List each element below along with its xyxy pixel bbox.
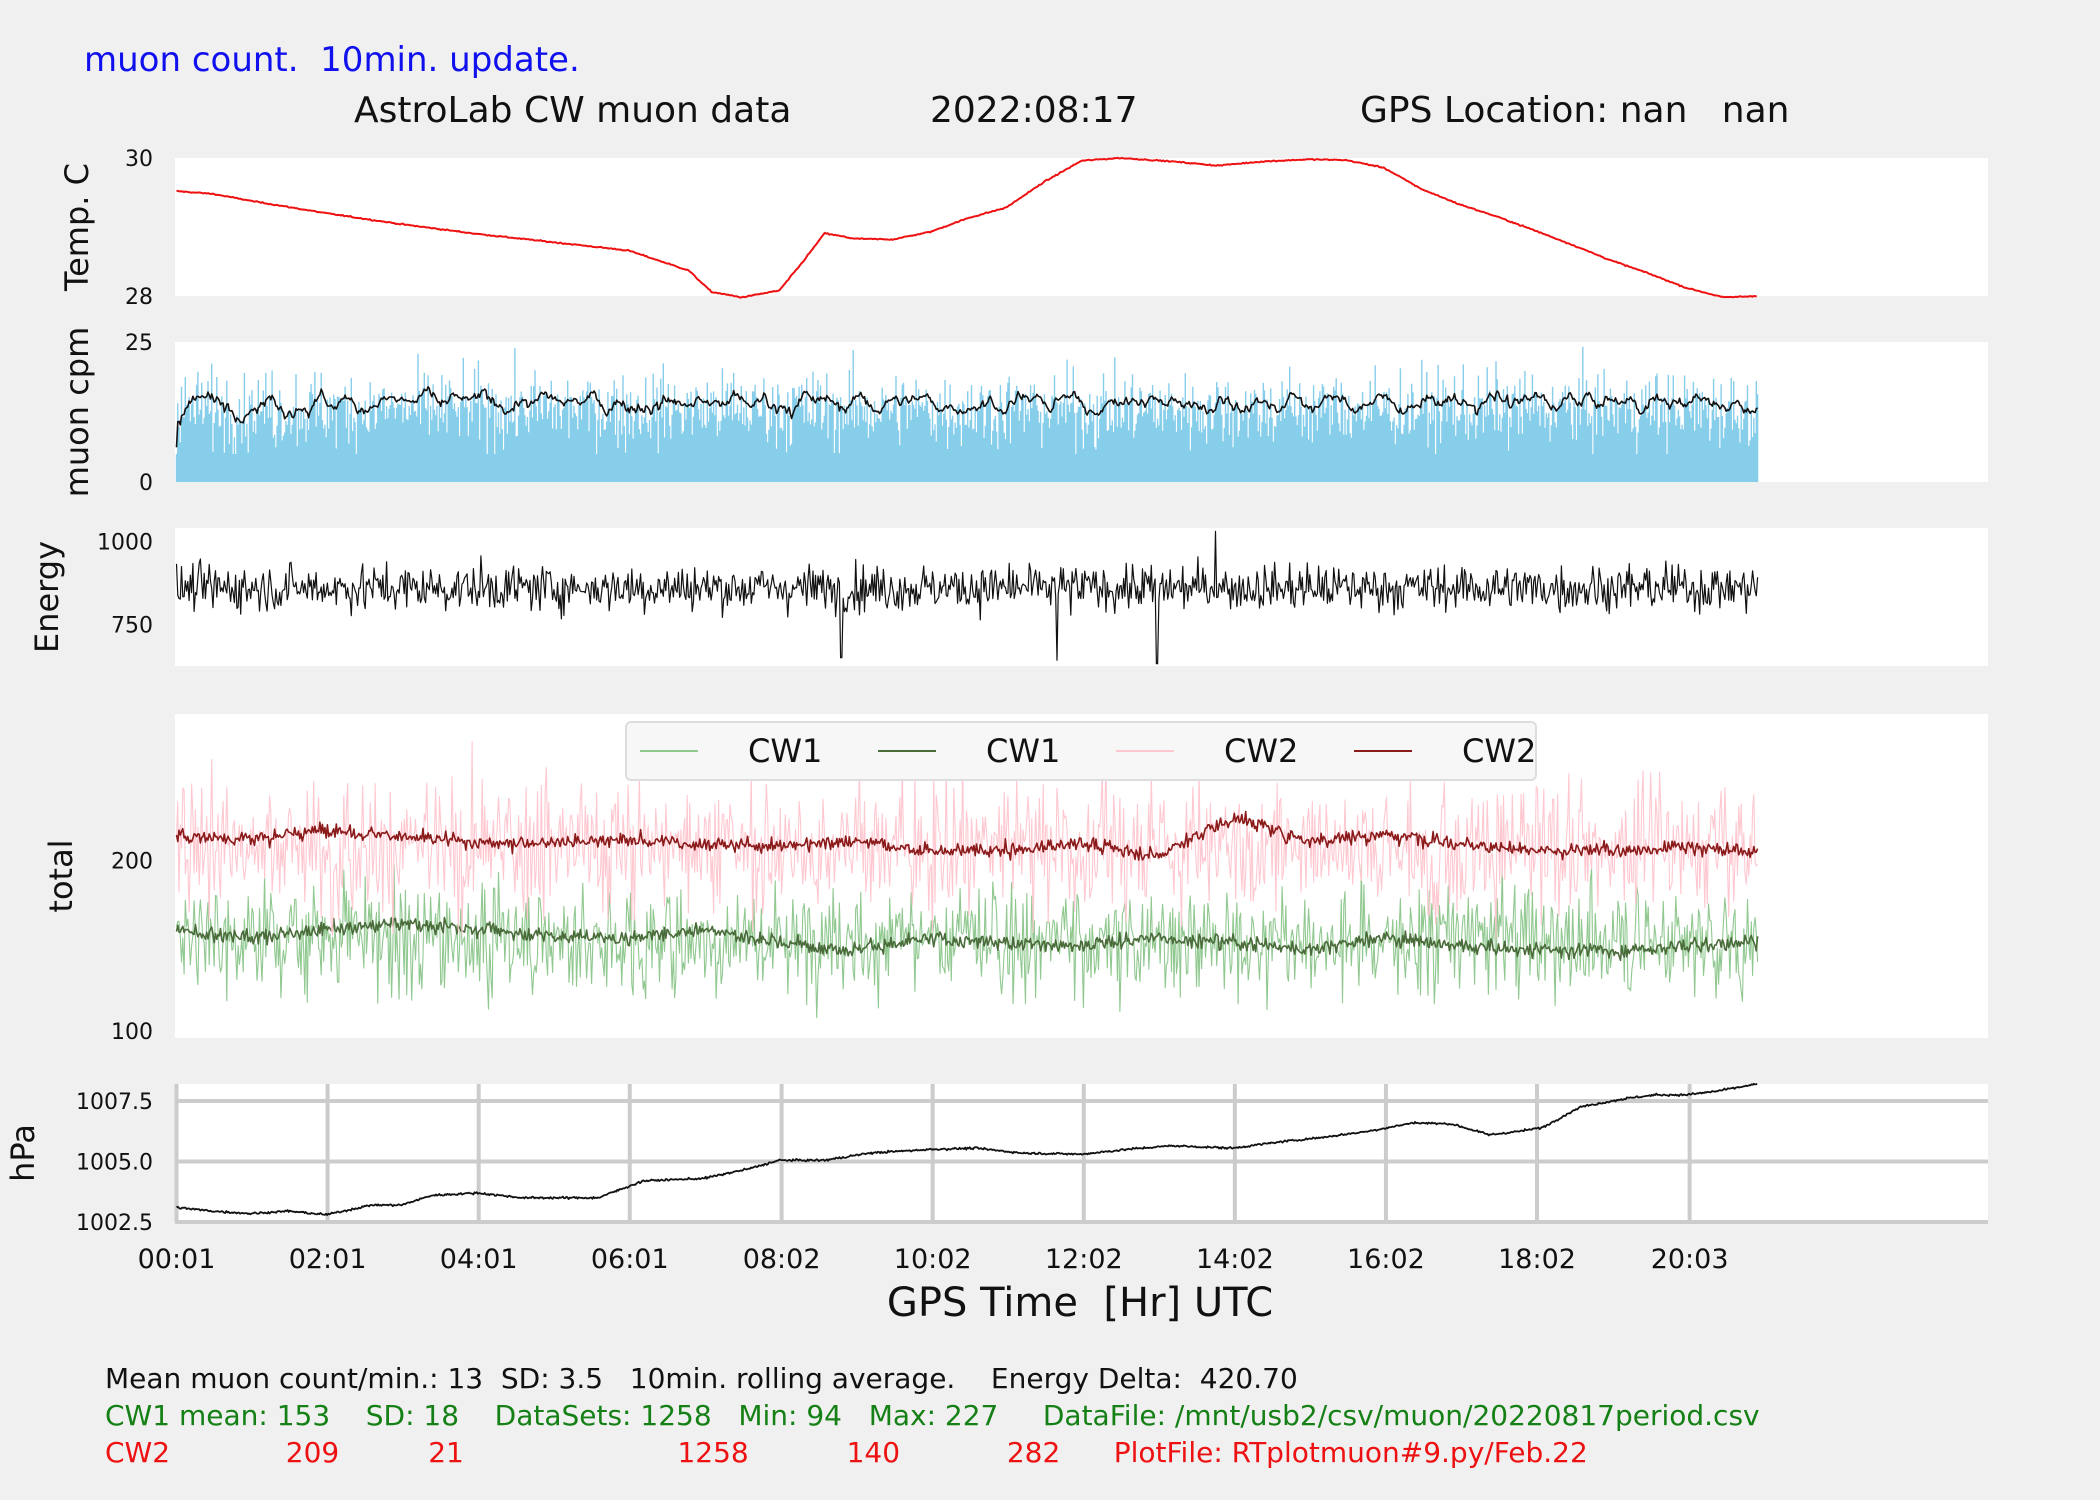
x-tick-label: 08:02 — [743, 1244, 821, 1275]
series-cw1-raw-line — [175, 863, 1759, 1019]
x-tick-label: 02:01 — [289, 1244, 367, 1275]
y-tick-label: 1005.0 — [76, 1150, 153, 1175]
y-tick-label: 1002.5 — [76, 1211, 153, 1236]
chart-date: 2022:08:17 — [930, 90, 1138, 131]
y-tick-label: 0 — [139, 471, 153, 496]
series-cw1-average-line — [175, 916, 1759, 962]
tick-labels: Temp. C 30 28 muon cpm 25 0 Energy 1000 750 total… — [4, 147, 1729, 1275]
y-axis-label-pressure: hPa — [4, 1124, 42, 1182]
y-axis-label-total: total — [42, 839, 80, 912]
pressure-line — [176, 1082, 1758, 1216]
chart-title: AstroLab CW muon data — [354, 90, 792, 131]
gridlines — [174, 1084, 1988, 1224]
legend-label: CW1 — [986, 732, 1060, 770]
x-tick-label: 04:01 — [440, 1244, 518, 1275]
muon-bars — [175, 346, 1759, 482]
x-tick-label: 16:02 — [1347, 1244, 1425, 1275]
panel-bg-pressure — [175, 1084, 1988, 1222]
y-axis-label-temperature: Temp. C — [58, 163, 96, 292]
legend-label: CW2 — [1462, 732, 1536, 770]
legend-label: CW2 — [1224, 732, 1298, 770]
x-tick-label: 18:02 — [1498, 1244, 1576, 1275]
x-tick-label: 14:02 — [1196, 1244, 1274, 1275]
y-tick-label: 200 — [111, 850, 153, 875]
y-axis-label-muon-cpm: muon cpm — [58, 327, 96, 498]
energy-line — [175, 530, 1759, 665]
y-tick-label: 25 — [125, 331, 153, 356]
legend-label: CW1 — [748, 732, 822, 770]
x-tick-label: 00:01 — [138, 1244, 216, 1275]
y-tick-label: 1000 — [97, 530, 153, 555]
panel-backgrounds — [175, 158, 1988, 1222]
temperature-line — [176, 156, 1757, 299]
footer-cw2: CW2 209 21 1258 140 282 PlotFile: RTplot… — [105, 1436, 1588, 1469]
x-tick-label: 12:02 — [1045, 1244, 1123, 1275]
data-marks — [175, 156, 1759, 1216]
y-tick-label: 750 — [111, 613, 153, 638]
panel-bg-temperature — [175, 158, 1988, 296]
update-note: muon count. 10min. update. — [84, 40, 580, 80]
footer-summary: Mean muon count/min.: 13 SD: 3.5 10min. … — [105, 1362, 1298, 1395]
x-axis-label: GPS Time [Hr] UTC — [886, 1280, 1274, 1326]
legend-box — [625, 721, 1537, 781]
legend: CW1 CW1 CW2 CW2 — [625, 721, 1537, 781]
x-tick-label: 06:01 — [591, 1244, 669, 1275]
x-tick-label: 20:03 — [1651, 1244, 1729, 1275]
y-tick-label: 28 — [125, 285, 153, 310]
y-axis-label-energy: Energy — [28, 541, 66, 653]
gps-location: GPS Location: nan nan — [1360, 90, 1790, 131]
muon-rolling-average-line — [175, 386, 1759, 448]
series-cw2-average-line — [175, 810, 1759, 861]
footer-cw1: CW1 mean: 153 SD: 18 DataSets: 1258 Min:… — [105, 1399, 1760, 1432]
x-tick-label: 10:02 — [894, 1244, 972, 1275]
y-tick-label: 30 — [125, 147, 153, 172]
series-cw2-raw-line — [175, 740, 1759, 940]
y-tick-label: 1007.5 — [76, 1090, 153, 1115]
y-tick-label: 100 — [111, 1020, 153, 1045]
plot-svg: Temp. C 30 28 muon cpm 25 0 Energy 1000 750 total… — [4, 147, 1988, 1275]
